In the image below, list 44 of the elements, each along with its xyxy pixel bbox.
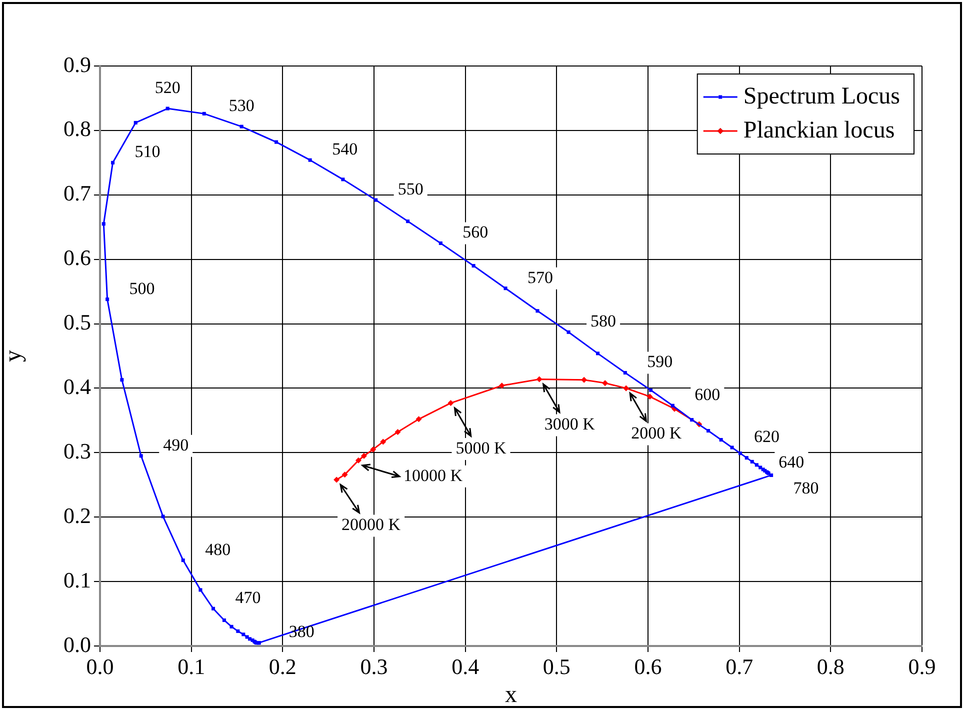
annotation: 470 (235, 588, 261, 608)
annotation: 530 (228, 96, 254, 116)
x-tick-label: 0.4 (452, 654, 480, 679)
x-tick-label: 0.9 (908, 654, 936, 679)
legend-label: Planckian locus (743, 117, 895, 144)
annotation: 540 (332, 140, 358, 159)
y-tick-label: 0.8 (64, 116, 91, 142)
annotation: 620 (754, 426, 780, 446)
annotation: 3000 K (544, 414, 596, 434)
annotation: 520 (154, 78, 180, 97)
x-tick-label: 0.8 (816, 654, 844, 679)
x-tick-label: 0.5 (542, 654, 570, 679)
annotation: 570 (528, 268, 554, 287)
x-tick-label: 0.3 (360, 654, 388, 679)
x-axis-title: x (505, 682, 517, 708)
y-tick-label: 0.2 (64, 502, 91, 528)
y-tick-label: 0.9 (64, 52, 91, 77)
annotation: 490 (163, 435, 189, 454)
annotation: 640 (778, 452, 804, 472)
x-tick-label: 0.6 (634, 654, 662, 679)
y-tick-label: 0.4 (64, 374, 91, 400)
annotation: 10000 K (403, 466, 464, 485)
x-tick-label: 0.1 (178, 654, 206, 679)
annotation: 510 (134, 142, 160, 162)
annotation: 560 (462, 222, 488, 242)
x-tick-label: 0.7 (726, 654, 754, 679)
annotation: 500 (129, 278, 155, 298)
legend-label: Spectrum Locus (743, 83, 900, 110)
annotation: 550 (398, 180, 424, 199)
annotation: 2000 K (631, 424, 682, 443)
annotation: 5000 K (456, 438, 507, 458)
y-tick-label: 0.7 (64, 180, 91, 206)
y-tick-label: 0.1 (64, 567, 91, 592)
y-tick-label: 0.5 (64, 310, 91, 335)
y-tick-label: 0.6 (64, 245, 91, 270)
annotation: 480 (205, 540, 231, 559)
x-tick-label: 0.2 (268, 654, 296, 679)
annotation: 580 (590, 312, 616, 331)
annotation: 780 (793, 478, 819, 498)
annotation: 20000 K (342, 515, 402, 534)
annotation: 590 (647, 352, 673, 372)
y-tick-label: 0.3 (64, 438, 91, 464)
annotation: 600 (694, 385, 720, 404)
y-axis-title: y (0, 350, 27, 362)
